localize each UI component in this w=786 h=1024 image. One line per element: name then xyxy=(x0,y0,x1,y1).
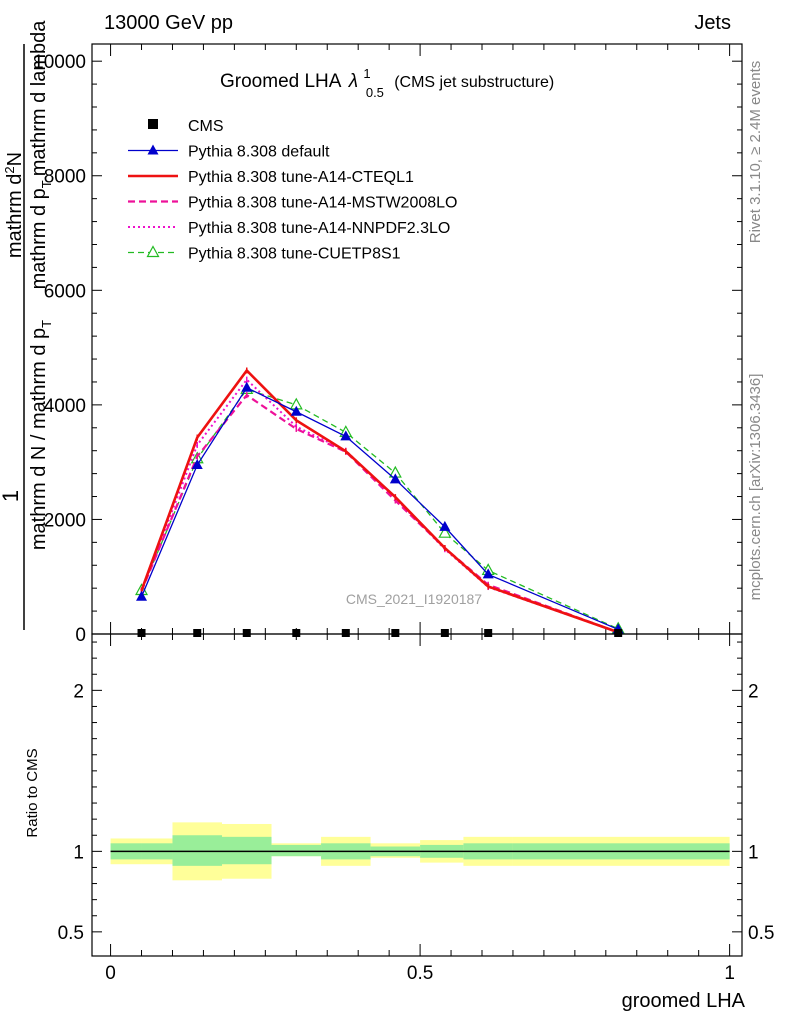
plot-title-main: Groomed LHA xyxy=(220,71,342,92)
cms-data-point xyxy=(242,629,251,637)
side-label-rivet: Rivet 3.1.10, ≥ 2.4M events xyxy=(747,61,764,244)
legend-label-2: Pythia 8.308 tune-A14-CTEQL1 xyxy=(188,169,414,186)
series-point-1 xyxy=(290,405,302,416)
cms-data-point xyxy=(193,629,202,637)
series-point-1 xyxy=(439,520,451,531)
x-axis-label: groomed LHA xyxy=(622,990,746,1012)
series-point-1 xyxy=(136,590,148,601)
series-point-1 xyxy=(482,568,494,579)
ratio-frame xyxy=(91,633,743,957)
ratio-ytick-label: 0.5 xyxy=(58,923,84,944)
legend-label-4: Pythia 8.308 tune-A14-NNPDF2.3LO xyxy=(188,220,450,237)
cms-data-point xyxy=(137,629,146,637)
legend: CMS Pythia 8.308 default Pythia 8.308 tune… xyxy=(128,118,457,263)
series-line-5 xyxy=(140,388,619,630)
series-point-1 xyxy=(389,473,401,484)
main-ylabel-denominator2-sub: T xyxy=(39,180,54,188)
series-point-1 xyxy=(191,459,203,470)
ratio-ytick-label-right: 2 xyxy=(748,681,759,702)
plot-title-suffix: (CMS jet substructure) xyxy=(394,74,554,91)
cms-data-point xyxy=(484,629,493,637)
cms-data-point xyxy=(341,629,350,637)
main-ylabel-numerator: mathrm d2N xyxy=(2,152,26,258)
main-ytick-label: 10000 xyxy=(33,52,86,73)
main-ylabel-denominator2-text: mathrm d p xyxy=(28,188,50,289)
main-ylabel-denominator-sub: T xyxy=(39,320,54,328)
plot-title-sup: 1 xyxy=(363,66,370,81)
header-right: Jets xyxy=(694,12,731,34)
cms-data-point xyxy=(292,629,301,637)
main-ytick-label: 0 xyxy=(75,625,86,646)
ratio-plot-panel: 0.5 0.5 1 1 2 2 0 0.5 1 xyxy=(58,633,774,984)
legend-label-1: Pythia 8.308 default xyxy=(188,144,330,161)
xtick-label: 0 xyxy=(105,963,116,984)
ratio-ytick-label: 1 xyxy=(73,842,84,863)
main-ytick-label: 8000 xyxy=(44,167,86,188)
legend-label-3: Pythia 8.308 tune-A14-MSTW2008LO xyxy=(188,195,457,212)
main-ylabel-one: 1 xyxy=(0,490,23,502)
main-ylabel-numerator-text: mathrm d xyxy=(4,174,26,258)
main-ytick-label: 2000 xyxy=(44,510,86,531)
legend-marker-1 xyxy=(147,144,159,155)
ratio-ytick-label-right: 1 xyxy=(748,842,759,863)
plot-title-lambda: λ xyxy=(348,71,358,92)
plot-title-sub: 0.5 xyxy=(366,85,384,100)
xtick-label: 1 xyxy=(724,963,735,984)
legend-marker-cms xyxy=(148,119,158,129)
ratio-ytick-label: 2 xyxy=(73,681,84,702)
main-ylabel-denominator2-lambda: mathrm d lambda xyxy=(28,20,50,176)
series-point-1 xyxy=(241,381,253,392)
main-plot-panel: 0 2000 4000 6000 8000 10000 xyxy=(33,43,743,646)
main-ytick-label: 6000 xyxy=(44,281,86,302)
watermark: CMS_2021_I1920187 xyxy=(346,591,482,607)
ratio-inner-band xyxy=(271,844,322,857)
main-ytick-label: 4000 xyxy=(44,396,86,417)
legend-marker-5 xyxy=(146,245,160,258)
side-label-mcplots: mcplots.cern.ch [arXiv:1306.3436] xyxy=(747,374,764,601)
main-y-axis-label: 1 mathrm d N / mathrm d pT mathrm d2N ma… xyxy=(0,20,54,630)
ratio-y-axis-label: Ratio to CMS xyxy=(24,748,41,837)
series-line-3 xyxy=(140,393,619,634)
main-ylabel-numerator-sup: 2 xyxy=(2,166,17,173)
legend-label-5: Pythia 8.308 tune-CUETP8S1 xyxy=(188,246,401,263)
main-ylabel-numerator-N: N xyxy=(4,152,26,166)
header-left: 13000 GeV pp xyxy=(104,12,233,34)
xtick-label: 0.5 xyxy=(407,963,433,984)
ratio-ytick-label-right: 0.5 xyxy=(748,923,774,944)
series-point-1 xyxy=(340,430,352,441)
series-point-5 xyxy=(438,525,452,538)
plot-title: Groomed LHA λ 1 0.5 (CMS jet substructur… xyxy=(220,62,554,102)
main-ylabel-denominator: mathrm d N / mathrm d pT xyxy=(28,320,54,550)
cms-data-point xyxy=(440,629,449,637)
main-ylabel-denominator-text: mathrm d N / mathrm d p xyxy=(28,328,50,550)
ratio-inner-band xyxy=(172,835,222,866)
cms-data-point xyxy=(391,629,400,637)
ratio-inner-band xyxy=(222,836,272,865)
main-ylabel-denominator2: mathrm d pTmathrm d lambda xyxy=(28,20,54,290)
legend-label-0: CMS xyxy=(188,118,224,135)
cms-data-point xyxy=(614,629,623,637)
